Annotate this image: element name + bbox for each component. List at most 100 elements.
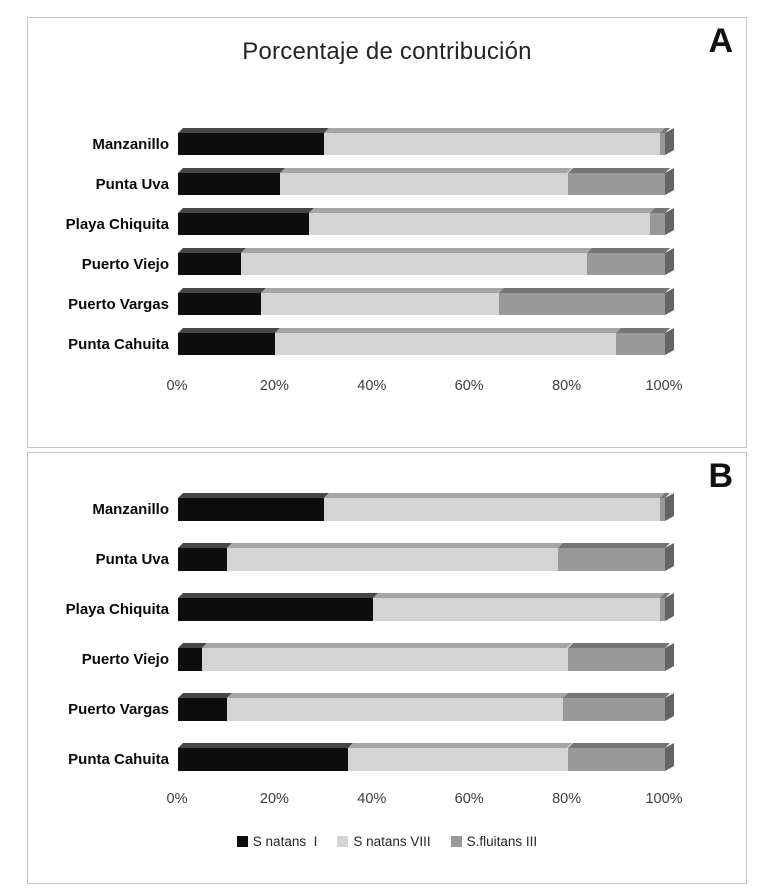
bar-segment [660,497,665,521]
bar-end-cap [665,542,674,571]
panel-letter-a: A [708,22,733,60]
bar-segment [616,333,665,355]
bar-wrap [178,168,674,195]
bar-wrap [178,642,674,671]
category-label: Manzanillo [92,500,169,518]
bar-wrap [178,288,674,315]
bar-row: Puerto Viejo [28,634,746,684]
bar-segment [567,647,665,671]
legend-swatch-black-icon [236,836,248,847]
bar-row: Punta Cahuita [28,734,746,784]
bar-row: Manzanillo [28,124,746,164]
bar-row: Puerto Viejo [28,244,746,284]
x-axis-tick-label: 100% [645,378,683,394]
bar-end-cap [665,592,674,621]
stacked-bar [178,173,665,195]
bar-segment [562,697,665,721]
bar-segment [178,597,373,621]
bar-wrap [178,742,674,771]
bar-segment [178,213,310,235]
x-axis-tick-label: 0% [166,378,188,394]
bar-segment [178,133,325,155]
bar-rows-panel-b: Manzanillo Punta Uva Playa Chiquita Puerto … [28,484,746,784]
bar-row: Punta Uva [28,534,746,584]
x-axis-tick-label: 20% [259,378,289,394]
bar-segment [241,253,588,275]
bar-segment [280,173,568,195]
bar-end-cap [665,248,674,275]
category-label: Playa Chiquita [65,600,169,618]
bar-end-cap [665,128,674,155]
bar-end-cap [665,168,674,195]
panel-a: Porcentaje de contribución A Manzanillo P… [27,17,747,448]
bar-segment [178,647,203,671]
legend-item-s-natans-i: S natans I [236,834,318,849]
stacked-bar [178,697,665,721]
bar-segment [226,547,558,571]
x-axis-tick-label: 40% [357,791,387,807]
stacked-bar [178,597,665,621]
bar-segment [275,333,617,355]
x-axis-panel-a: 0% 20% 40% 60% 80% 100% [28,378,746,396]
legend-swatch-lightgray-icon [337,836,349,847]
bar-row: Playa Chiquita [28,204,746,244]
bar-wrap [178,128,674,155]
legend-item-s-fluitans-iii: S.fluitans III [450,834,538,849]
legend: S natans I S natans VIII S.fluitans III [28,834,746,849]
bar-wrap [178,328,674,355]
category-label: Punta Cahuita [68,750,169,768]
bar-end-cap [665,692,674,721]
stacked-bar [178,647,665,671]
bar-segment [499,293,665,315]
stacked-bar [178,547,665,571]
category-label: Puerto Vargas [68,295,169,313]
category-label: Puerto Vargas [68,700,169,718]
bar-row: Punta Cahuita [28,324,746,364]
stacked-bar [178,333,665,355]
stacked-bar [178,133,665,155]
x-axis-tick-label: 60% [454,791,484,807]
bar-segment [178,293,261,315]
bar-row: Puerto Vargas [28,684,746,734]
bar-row: Playa Chiquita [28,584,746,634]
legend-label: S natans VIII [353,834,431,849]
x-axis-panel-b: 0% 20% 40% 60% 80% 100% [28,791,746,809]
stacked-bar [178,497,665,521]
category-label: Punta Cahuita [68,335,169,353]
bar-segment [260,293,500,315]
stacked-bar [178,213,665,235]
x-axis-tick-label: 60% [454,378,484,394]
bar-segment [567,747,665,771]
x-axis-tick-label: 80% [552,378,582,394]
bar-end-cap [665,642,674,671]
category-label: Puerto Viejo [81,650,169,668]
stacked-bar [178,253,665,275]
chart-title: Porcentaje de contribución [242,38,532,65]
category-label: Manzanillo [92,135,169,153]
stacked-bar [178,293,665,315]
bar-end-cap [665,742,674,771]
bar-segment [557,547,665,571]
bar-segment [178,253,242,275]
bar-segment [178,547,227,571]
bar-segment [324,133,661,155]
legend-label: S.fluitans III [466,834,538,849]
bar-segment [178,697,227,721]
legend-swatch-darkgray-icon [450,836,462,847]
bar-end-cap [665,208,674,235]
bar-segment [226,697,563,721]
bar-segment [178,497,325,521]
category-label: Playa Chiquita [65,215,169,233]
bar-segment [348,747,568,771]
stacked-bar [178,747,665,771]
bar-segment [178,333,276,355]
bar-segment [567,173,665,195]
bar-row: Punta Uva [28,164,746,204]
x-axis-tick-label: 20% [259,791,289,807]
bar-wrap [178,592,674,621]
legend-label: S natans I [252,834,318,849]
x-axis-tick-label: 80% [552,791,582,807]
bar-row: Manzanillo [28,484,746,534]
bar-end-cap [665,328,674,355]
legend-item-s-natans-viii: S natans VIII [337,834,431,849]
